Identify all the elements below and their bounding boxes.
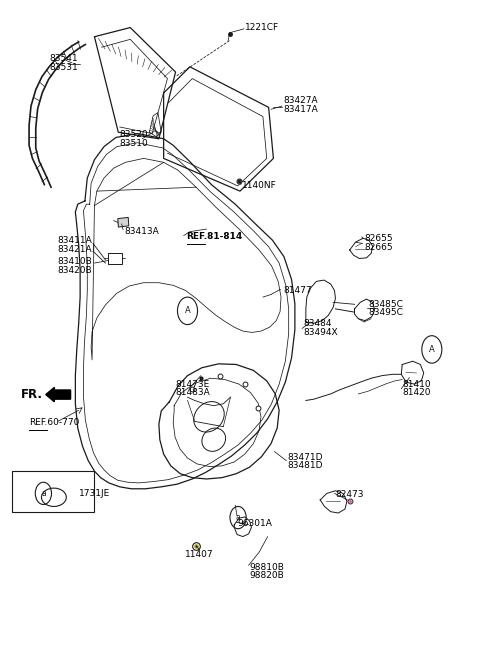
Text: 83485C: 83485C [369, 300, 404, 309]
Text: 83494X: 83494X [303, 328, 338, 337]
Text: 83417A: 83417A [283, 105, 318, 114]
Text: 83471D: 83471D [288, 453, 323, 462]
Text: 81483A: 81483A [176, 388, 210, 397]
Text: 1140NF: 1140NF [242, 181, 277, 191]
Text: 83413A: 83413A [124, 227, 159, 235]
Bar [118, 217, 129, 227]
Text: 98810B: 98810B [250, 563, 285, 572]
Text: REF.81-814: REF.81-814 [187, 233, 243, 241]
Text: 83531: 83531 [49, 63, 78, 72]
Text: 11407: 11407 [185, 550, 214, 558]
Text: 83510: 83510 [120, 139, 148, 148]
Text: 81410: 81410 [402, 380, 431, 388]
Text: 83484: 83484 [303, 319, 332, 328]
Text: REF.60-770: REF.60-770 [29, 419, 80, 427]
Text: A: A [185, 306, 191, 315]
Text: 83410B: 83410B [58, 258, 93, 266]
Text: 1731JE: 1731JE [79, 489, 110, 498]
FancyArrow shape [46, 388, 71, 402]
Text: 83481D: 83481D [288, 461, 323, 470]
Text: 82473: 82473 [336, 489, 364, 499]
Text: 81420: 81420 [402, 388, 431, 397]
Text: FR.: FR. [21, 388, 42, 401]
Text: 81477: 81477 [283, 286, 312, 295]
Text: 96301A: 96301A [238, 519, 273, 528]
Text: 82655: 82655 [364, 235, 393, 243]
Text: 83421A: 83421A [58, 245, 92, 254]
Text: 83420B: 83420B [58, 266, 92, 275]
Text: 83495C: 83495C [369, 308, 404, 317]
Text: 83520: 83520 [120, 130, 148, 139]
Text: 82665: 82665 [364, 243, 393, 252]
Text: a: a [236, 513, 240, 522]
Bar [12, 471, 95, 512]
Text: 98820B: 98820B [250, 572, 284, 580]
Text: a: a [41, 489, 46, 498]
Text: 83541: 83541 [49, 55, 78, 64]
Bar [108, 252, 121, 264]
Text: 83427A: 83427A [283, 97, 318, 105]
Text: 83411A: 83411A [58, 237, 93, 245]
Text: 81473E: 81473E [176, 380, 210, 388]
Text: A: A [429, 345, 435, 354]
Text: 1221CF: 1221CF [245, 23, 279, 32]
